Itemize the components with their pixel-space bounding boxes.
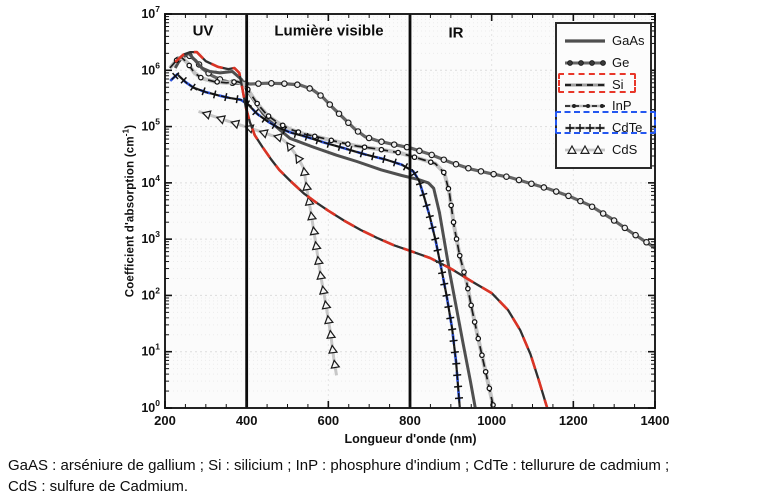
- legend-sample-ge-icon: [565, 59, 606, 66]
- legend-label-cdte: CdTe: [612, 120, 643, 136]
- svg-text:104: 104: [141, 173, 160, 190]
- svg-text:1400: 1400: [641, 413, 670, 428]
- y-axis-label-suffix: ): [124, 124, 137, 129]
- legend-sample-si-icon: [565, 83, 605, 87]
- series-layer: [168, 50, 655, 408]
- x-tick-labels: 200 400 600 800 1000 1200 1400: [154, 413, 669, 428]
- caption-line-1: GaAS : arséniure de gallium ; Si : silic…: [8, 457, 670, 474]
- legend-label-si: Si: [612, 76, 624, 92]
- svg-text:800: 800: [399, 413, 421, 428]
- legend-sample-cdte-icon: [565, 124, 605, 133]
- legend-sample-gaas-icon: [565, 39, 605, 43]
- chart-legend: GaAs Ge Si InP CdTe CdS: [555, 22, 652, 169]
- svg-text:105: 105: [141, 117, 160, 134]
- y-axis-label-text: Coefficient d'absorption (cm: [124, 136, 137, 298]
- region-label-ir: IR: [448, 24, 464, 42]
- y-axis-label: Coefficient d'absorption (cm-1): [122, 125, 137, 298]
- svg-text:107: 107: [141, 4, 160, 21]
- svg-text:400: 400: [236, 413, 258, 428]
- series-gaas: [173, 51, 477, 408]
- region-boundary-lines: [245, 15, 412, 407]
- svg-text:1000: 1000: [477, 413, 506, 428]
- legend-item-cdte: CdTe: [563, 120, 650, 136]
- legend-item-si: Si: [563, 77, 650, 93]
- series-inp: [168, 55, 496, 408]
- absorption-chart: 200 400 600 800 1000 1200 14001001011021031041…: [141, 4, 669, 428]
- series-ge: [171, 52, 655, 250]
- legend-sample-inp-icon: [565, 104, 605, 109]
- svg-text:600: 600: [317, 413, 339, 428]
- legend-label-cds: CdS: [612, 142, 638, 158]
- legend-item-ge: Ge: [563, 55, 650, 71]
- svg-text:106: 106: [141, 60, 160, 77]
- series-cds: [198, 110, 341, 376]
- svg-text:102: 102: [141, 285, 160, 302]
- legend-item-gaas: GaAs: [563, 33, 650, 49]
- axis-ticks: [164, 13, 656, 409]
- chart-figure: 200 400 600 800 1000 1200 1400 100 101 102 103 104 1…: [122, 4, 670, 446]
- legend-item-inp: InP: [563, 98, 650, 114]
- region-label-uv: UV: [192, 22, 214, 40]
- legend-sample-cds-icon: [565, 144, 605, 155]
- legend-label-gaas: GaAs: [612, 32, 645, 48]
- legend-label-ge: Ge: [612, 54, 630, 70]
- caption-line-2: CdS : sulfure de Cadmium.: [8, 478, 189, 495]
- svg-text:200: 200: [154, 413, 176, 428]
- svg-text:1200: 1200: [559, 413, 588, 428]
- svg-text:101: 101: [141, 342, 160, 359]
- figure-caption: GaAS : arséniure de gallium ; Si : silic…: [8, 455, 773, 497]
- svg-text:103: 103: [141, 229, 160, 246]
- region-label-visible: Lumière visible: [274, 22, 384, 40]
- series-si: [174, 50, 549, 408]
- legend-item-cds: CdS: [563, 142, 650, 158]
- x-axis-label: Longueur d'onde (nm): [344, 432, 477, 446]
- legend-label-inp: InP: [612, 98, 632, 114]
- y-axis-label-sup: -1: [121, 128, 131, 137]
